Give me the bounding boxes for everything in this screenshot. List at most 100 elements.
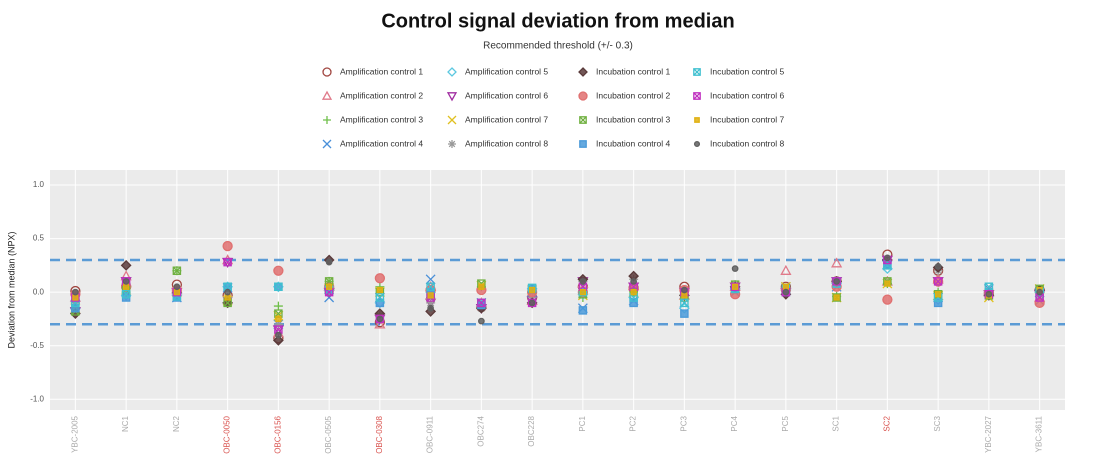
data-point xyxy=(275,315,282,323)
legend-marker xyxy=(693,68,701,76)
data-point xyxy=(426,298,436,308)
data-point xyxy=(272,334,284,346)
data-point xyxy=(275,331,282,339)
y-tick-label: -0.5 xyxy=(30,341,44,350)
y-tick-label: -1.0 xyxy=(30,394,44,403)
data-point xyxy=(427,304,434,312)
data-point xyxy=(426,282,435,292)
data-point xyxy=(782,283,789,290)
data-point xyxy=(579,278,587,285)
y-tick-label: 0.5 xyxy=(33,234,45,243)
data-point xyxy=(223,282,232,292)
data-point xyxy=(374,318,386,329)
x-tick-label: SC2 xyxy=(882,415,891,431)
data-point xyxy=(222,240,233,252)
data-point xyxy=(224,294,231,301)
data-point xyxy=(173,289,180,296)
data-point xyxy=(478,317,485,325)
legend-marker xyxy=(578,67,588,77)
data-point xyxy=(732,283,739,290)
legend-marker xyxy=(447,67,457,77)
data-point xyxy=(680,309,689,318)
data-point xyxy=(122,278,130,285)
y-tick-label: 0.0 xyxy=(33,287,45,296)
x-tick-label: NC2 xyxy=(172,415,181,432)
x-tick-label: YBC-2005 xyxy=(70,415,79,452)
data-point xyxy=(72,288,79,296)
data-point xyxy=(630,278,637,285)
data-point xyxy=(934,263,942,270)
plot-panel xyxy=(50,170,1065,410)
x-tick-label: OBC-0050 xyxy=(223,415,232,453)
legend-marker xyxy=(578,91,588,101)
data-point xyxy=(681,286,688,294)
data-point xyxy=(731,265,739,272)
data-point xyxy=(123,283,130,290)
x-tick-label: SC1 xyxy=(832,415,841,431)
legend-label: Incubation control 7 xyxy=(710,114,784,124)
legend-label: Amplification control 4 xyxy=(340,138,423,148)
legend-marker xyxy=(579,116,587,124)
data-point xyxy=(782,288,790,296)
legend-marker xyxy=(693,140,701,148)
x-tick-label: PC1 xyxy=(578,415,587,431)
legend-marker xyxy=(322,67,332,77)
data-point xyxy=(477,298,486,308)
data-point xyxy=(72,294,79,301)
legend-marker xyxy=(694,117,700,123)
data-point xyxy=(375,293,385,302)
data-point xyxy=(325,258,333,266)
legend-label: Amplification control 7 xyxy=(465,114,548,124)
x-tick-label: PC5 xyxy=(781,415,790,431)
legend-marker xyxy=(446,92,458,102)
y-tick-label: 1.0 xyxy=(33,180,45,189)
legend-label: Incubation control 3 xyxy=(596,114,670,124)
data-point xyxy=(935,291,942,298)
x-tick-label: OBC274 xyxy=(476,415,485,446)
data-point xyxy=(681,292,688,299)
legend-marker xyxy=(693,92,701,100)
legend-label: Incubation control 6 xyxy=(710,90,784,100)
data-point xyxy=(274,282,283,292)
legend-label: Amplification control 8 xyxy=(465,138,548,148)
legend-marker xyxy=(322,139,332,149)
legend-marker xyxy=(323,116,331,124)
data-point xyxy=(121,290,131,299)
x-tick-label: OBC-0308 xyxy=(375,415,384,453)
data-point xyxy=(884,280,891,287)
x-tick-label: OBC-0156 xyxy=(273,415,282,453)
data-point xyxy=(224,288,231,296)
data-point xyxy=(780,264,792,275)
data-point xyxy=(274,325,283,334)
x-tick-label: OBC-0505 xyxy=(324,415,333,453)
data-point xyxy=(273,265,284,276)
data-point xyxy=(528,299,536,307)
y-axis-label: Deviation from median (NPX) xyxy=(6,231,16,348)
data-point xyxy=(884,254,891,262)
data-point xyxy=(172,266,182,275)
data-point xyxy=(1036,288,1043,296)
data-point xyxy=(831,257,843,268)
legend-label: Amplification control 3 xyxy=(340,114,423,124)
data-point xyxy=(478,283,485,290)
data-point xyxy=(376,286,383,294)
x-tick-label: YBC-3611 xyxy=(1035,415,1044,452)
data-point xyxy=(578,306,588,315)
data-point xyxy=(120,259,132,271)
legend-label: Amplification control 1 xyxy=(340,66,423,76)
legend-marker xyxy=(321,90,333,100)
data-point xyxy=(425,274,436,285)
x-tick-label: PC4 xyxy=(730,415,739,431)
data-point xyxy=(933,277,943,286)
data-point xyxy=(579,289,586,296)
x-tick-label: OBC228 xyxy=(527,415,536,446)
chart-subtitle: Recommended threshold (+/- 0.3) xyxy=(483,41,633,52)
legend-label: Incubation control 2 xyxy=(596,90,670,100)
x-tick-label: OBC-0911 xyxy=(426,415,435,453)
x-tick-label: NC1 xyxy=(121,415,130,432)
data-point xyxy=(173,283,181,291)
data-point xyxy=(374,273,386,284)
data-point xyxy=(680,298,689,308)
